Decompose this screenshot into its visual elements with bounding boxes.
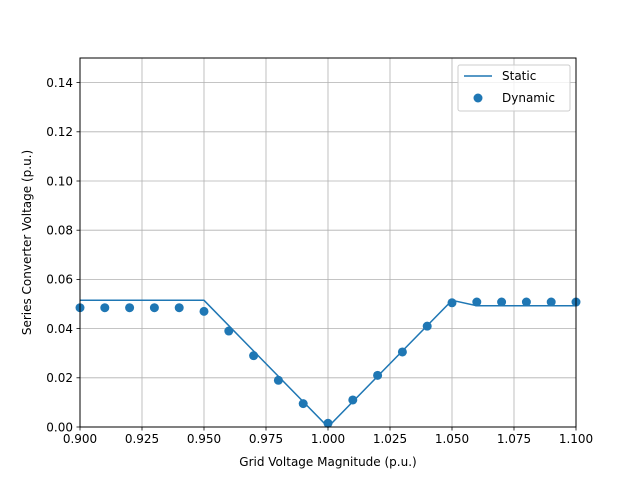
legend-label-dynamic: Dynamic (502, 91, 555, 105)
scatter-point-dynamic (323, 418, 333, 428)
x-tick-label: 0.950 (187, 432, 221, 446)
plot-data (75, 297, 581, 429)
x-tick-label: 0.975 (249, 432, 283, 446)
axis-ticks: 0.900 0.925 0.950 0.975 1.000 1.025 1.050 1.075… (46, 76, 593, 446)
x-tick-label: 1.025 (373, 432, 407, 446)
scatter-point-dynamic (497, 297, 507, 307)
x-axis-label: Grid Voltage Magnitude (p.u.) (239, 455, 416, 469)
x-tick-label: 0.900 (63, 432, 97, 446)
scatter-point-dynamic (249, 351, 259, 361)
y-tick-label: 0.02 (46, 371, 73, 385)
scatter-point-dynamic (224, 326, 234, 336)
scatter-point-dynamic (273, 375, 283, 385)
series-line-static (80, 299, 576, 429)
scatter-point-dynamic (174, 303, 184, 313)
scatter-point-dynamic (521, 297, 531, 307)
x-tick-label: 1.075 (497, 432, 531, 446)
scatter-point-dynamic (447, 298, 457, 308)
x-tick-label: 0.925 (125, 432, 159, 446)
x-tick-label: 1.050 (435, 432, 469, 446)
x-tick-label: 1.000 (311, 432, 345, 446)
y-tick-label: 0.06 (46, 273, 73, 287)
y-tick-label: 0.00 (46, 420, 73, 434)
y-tick-label: 0.14 (46, 76, 73, 90)
scatter-point-dynamic (546, 297, 556, 307)
scatter-point-dynamic (100, 303, 110, 313)
scatter-point-dynamic (125, 303, 135, 313)
scatter-point-dynamic (373, 370, 383, 380)
scatter-point-dynamic (298, 399, 308, 409)
scatter-point-dynamic (472, 297, 482, 307)
legend-dynamic-marker-swatch (473, 93, 483, 103)
y-tick-label: 0.12 (46, 125, 73, 139)
y-tick-label: 0.04 (46, 322, 73, 336)
y-axis-label: Series Converter Voltage (p.u.) (20, 150, 34, 335)
x-tick-label: 1.100 (559, 432, 593, 446)
legend: Static Dynamic (457, 64, 571, 112)
scatter-point-dynamic (397, 347, 407, 357)
grid-lines (79, 58, 577, 428)
y-tick-label: 0.10 (46, 174, 73, 188)
legend-label-static: Static (502, 69, 536, 83)
scatter-point-dynamic (199, 306, 209, 316)
scatter-point-dynamic (348, 395, 358, 405)
scatter-point-dynamic (422, 321, 432, 331)
scatter-point-dynamic (149, 303, 159, 313)
y-tick-label: 0.08 (46, 224, 73, 238)
